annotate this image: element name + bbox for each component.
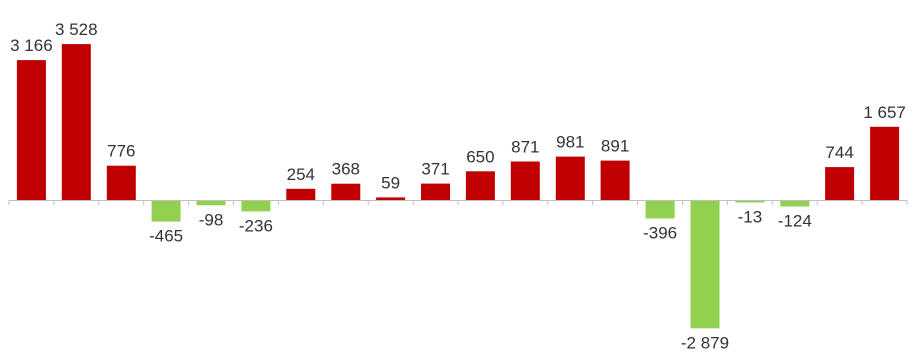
bar-positive xyxy=(465,171,495,200)
bar-negative xyxy=(196,201,226,206)
data-label: -465 xyxy=(149,227,183,246)
bar-negative xyxy=(151,201,181,222)
data-label: 254 xyxy=(287,165,315,184)
data-label: -98 xyxy=(199,210,224,229)
bar-positive xyxy=(106,165,136,200)
bar-negative xyxy=(690,201,720,329)
bar-positive xyxy=(376,197,406,200)
data-label: 871 xyxy=(511,138,539,157)
data-label: 59 xyxy=(381,173,400,192)
bar-negative xyxy=(241,201,271,212)
data-label: 3 528 xyxy=(55,20,98,39)
bar-positive xyxy=(331,183,361,200)
data-label: 776 xyxy=(107,142,135,161)
bars-layer xyxy=(16,44,900,329)
data-label: -124 xyxy=(778,212,812,231)
data-label: 371 xyxy=(421,160,449,179)
axis-layer xyxy=(8,200,908,205)
bar-positive xyxy=(555,156,585,200)
bar-negative xyxy=(735,201,765,203)
bar-positive xyxy=(16,60,46,200)
bar-positive xyxy=(600,160,630,200)
bar-positive xyxy=(421,183,450,200)
data-label: -236 xyxy=(239,216,273,235)
bar-negative xyxy=(645,201,675,219)
data-label: 1 657 xyxy=(863,103,906,122)
data-label: 981 xyxy=(556,133,584,152)
data-label: 3 166 xyxy=(10,36,53,55)
bar-positive xyxy=(870,126,900,200)
bar-positive xyxy=(61,44,91,200)
data-label: 650 xyxy=(466,147,494,166)
data-label: 744 xyxy=(825,143,853,162)
data-label: -2 879 xyxy=(681,333,729,352)
bar-negative xyxy=(780,201,810,207)
data-label: 368 xyxy=(332,160,360,179)
bar-positive xyxy=(286,188,316,200)
data-label: 891 xyxy=(601,137,629,156)
data-label: -396 xyxy=(643,224,677,243)
bar-positive xyxy=(825,167,855,200)
data-label: -13 xyxy=(738,208,763,227)
bar-positive xyxy=(510,161,540,200)
